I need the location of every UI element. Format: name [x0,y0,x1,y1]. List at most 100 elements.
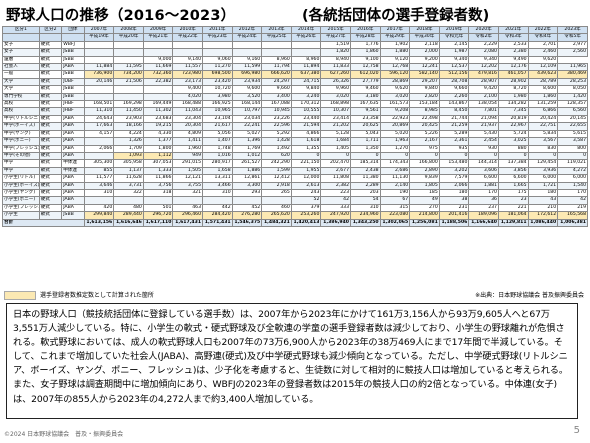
table-cell-value: 242,290 [261,159,292,168]
row-label-c2: 硬式 [38,129,63,139]
table-cell-value: 23,226 [261,114,292,124]
footer-copyright: ©2024 日本野球協議会 普及・振興委員会 [4,431,124,438]
table-cell-value: 2,000 [409,48,440,57]
row-label-org: JABA [61,151,85,161]
table-row: 女子 硬式 WBFJ 1,519 1,776 1,902 2,118 2,145 2,229 2,… [2,40,588,50]
row-label-c1: 高校 [2,107,40,116]
table-cell-value: 9,140 [172,55,204,65]
table-cell-value: 270 [409,203,440,213]
row-label-org: JSBB [61,48,85,57]
row-label-c1: 社会人 [2,63,40,72]
total-cell-value: 1,617,110 [142,218,174,227]
row-label-c1: 中学(ヤング) [2,129,40,139]
table-cell-value: 23,034 [231,114,263,124]
header-subcell-era: 令和2年 [468,33,499,42]
table-cell-value: 23,304 [172,114,204,124]
header-cell-year: 2007年 [83,26,115,35]
row-label-c1: 小学生(フレッシュ) [2,203,40,213]
table-cell-value [290,40,322,50]
table-cell-value: 219 [557,203,588,213]
table-cell-value: 3,980 [202,92,233,102]
table-cell-value: 5,834 [527,129,559,139]
table-cell-value: 11,669 [142,63,174,72]
table-cell-value: 265 [261,188,292,198]
table-cell-value: 2,820 [409,92,440,102]
table-cell-value: 247,920 [320,211,351,220]
table-cell-value: 975 [409,144,440,153]
table-cell-value [142,48,174,57]
page-subtitle: (各統括団体の選手登録者数) [302,8,490,24]
table-cell-value: 0 [468,151,499,161]
table-cell-value: 5,020 [379,129,411,139]
table-cell-value: 17,663 [83,122,115,131]
table-cell-value: 11,894 [290,63,322,72]
header-cell-year: 2011年 [202,26,233,35]
table-cell-value: 137,384 [497,159,529,168]
row-label-c2: 硬式 [38,151,63,161]
table-cell-value: 612,020 [350,70,381,79]
table-cell-value: 9,840 [290,85,322,94]
table-cell-value: 1,540 [557,181,588,190]
table-row: 大学 軟式 JSBB 9,400 10,720 9,600 9,660 9,840 9,960 9… [2,85,588,94]
table-cell-value: 24,715 [290,77,322,87]
row-label-org: JABA [61,144,85,153]
table-cell-value: 11,310 [83,107,115,116]
table-cell-value: 23,440 [290,114,322,124]
table-cell-value: 42 [320,196,351,205]
table-cell-value [83,137,115,146]
table-cell-value: 620 [261,151,292,161]
table-cell-value: 1,350 [350,144,381,153]
table-cell-value: 2,977 [557,40,588,50]
table-row: 専門学校 軟式 JSBB 4,020 3,980 3,520 3,400 3,240 3,020… [2,92,588,102]
table-cell-value: 54 [350,196,381,205]
table-cell-value: 9,960 [320,85,351,94]
table-cell-value: 461,057 [497,70,529,79]
table-row: 小学生(リトル) 硬式 JABA 11,577 11,628 11,866 12,121 13… [2,174,588,183]
header-subcell-era: 平成27年 [320,33,351,42]
table-cell-value: 49 [409,196,440,205]
table-cell-value: 169,449 [142,100,174,109]
table-cell-value: 170,312 [290,100,322,109]
table-cell-value: 1,860 [527,92,559,102]
table-cell-value: 830 [527,144,559,153]
table-cell-value: 12,412 [261,174,292,183]
table-cell-value: 11,833 [320,63,351,72]
table-cell-value: 293 [231,188,263,198]
table-cell-value [290,48,322,57]
total-row: 合計 1,613,156 1,616,646 1,617,110 1,617,431 1,… [2,218,588,227]
table-cell-value: 4,809 [172,129,204,139]
table-cell-value: 237 [468,203,499,213]
table-cell-value [113,196,144,205]
row-label-c1: 還暦 [2,55,40,65]
table-cell-value: 52 [290,196,322,205]
table-cell-value: 5,128 [320,129,351,139]
table-cell-value: 9,490 [497,55,529,65]
header-subcell-era: 平成30年 [409,33,440,42]
header-subcell-era: 令和4年 [527,33,559,42]
row-label-org: JSBB [61,92,85,102]
table-cell-value: 168,501 [83,100,115,109]
table-cell-value: 627,260 [320,70,351,79]
table-cell-value [83,48,115,57]
table-cell-value: 6,866 [527,107,559,116]
table-cell-value: 1,355 [290,144,322,153]
table-row: 中学 軟式 中体連 305,300 305,958 307,053 291,015 280,9… [2,159,588,168]
table-cell-value: 666,620 [261,70,292,79]
table-cell-value: 223 [320,188,351,198]
table-cell-value: 28,902 [497,77,529,87]
table-cell-value: 23,683 [142,114,174,124]
table-cell-value: 128,357 [557,100,588,109]
table-cell-value [113,48,144,57]
table-cell-value: 2,382 [320,181,351,190]
row-label-org: JUBF [61,77,85,87]
header-subcell-era: 平成24年 [231,33,263,42]
table-cell-value: 280,917 [202,159,233,168]
header-cell-year: 2021年 [497,26,529,35]
table-cell-value: 11,557 [172,63,204,72]
table-cell-value: 7,345 [497,107,529,116]
table-row: 社会人 硬式 JABA 11,884 11,595 11,669 11,557 11,270 1… [2,63,588,72]
table-cell-value: 22,382 [142,77,174,87]
table-cell-value: 0 [438,151,470,161]
header-cell-label: 団体 [61,26,85,35]
table-cell-value: 289,440 [113,211,144,220]
